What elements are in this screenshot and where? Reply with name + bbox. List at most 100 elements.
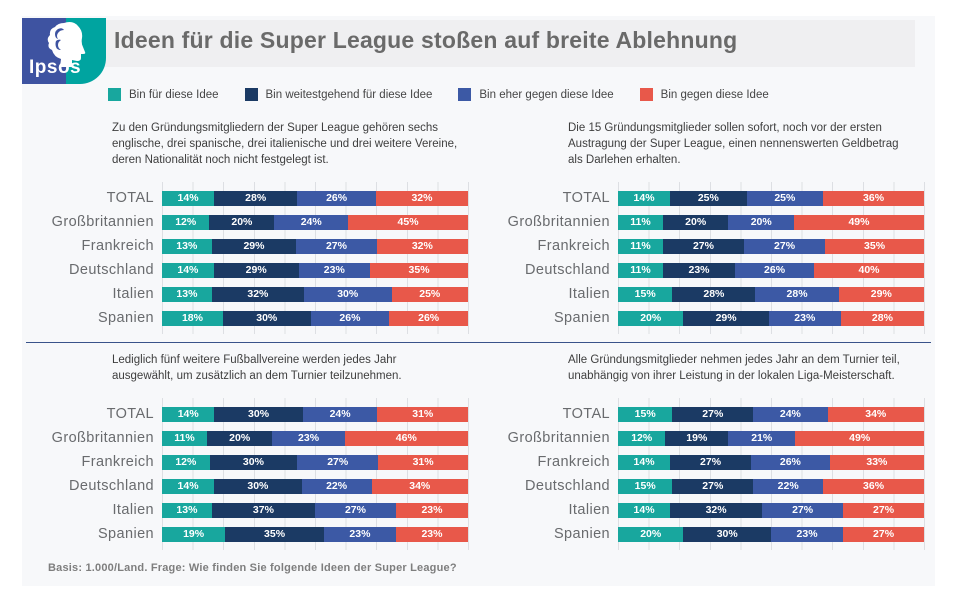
value-label: 26% bbox=[339, 312, 361, 324]
value-label: 32% bbox=[705, 504, 727, 516]
value-label: 27% bbox=[873, 528, 895, 540]
bar-segment: 14% bbox=[618, 502, 671, 518]
value-label: 34% bbox=[865, 408, 887, 420]
value-label: 14% bbox=[633, 504, 655, 516]
bar-row: 12% 19% 21% 49% bbox=[618, 426, 924, 450]
category-label: Großbritannien bbox=[51, 214, 154, 230]
stacked-bar: 12% 19% 21% 49% bbox=[618, 430, 924, 446]
bar-segment: 20% bbox=[206, 430, 273, 446]
bar-segment: 11% bbox=[618, 214, 663, 230]
bar-row: 11% 20% 20% 49% bbox=[618, 210, 924, 234]
value-label: 23% bbox=[688, 264, 710, 276]
legend-swatch-red bbox=[639, 88, 653, 101]
bar-segment: 23% bbox=[395, 526, 468, 542]
category-label: Großbritannien bbox=[507, 214, 610, 230]
bar-row: 14% 32% 27% 27% bbox=[618, 498, 924, 522]
bar-row: 20% 30% 23% 27% bbox=[618, 522, 924, 546]
bar-segment: 28% bbox=[755, 286, 839, 302]
bar-row: 15% 28% 28% 29% bbox=[618, 282, 924, 306]
bar-segment: 49% bbox=[795, 430, 924, 446]
bar-segment: 11% bbox=[618, 262, 663, 278]
bar-segment: 27% bbox=[672, 406, 754, 422]
category-axis: TOTAL Großbritannien Frankreich Deutschland… bbox=[478, 398, 618, 550]
category-label: Italien bbox=[112, 286, 154, 302]
value-label: 23% bbox=[421, 528, 443, 540]
bar-segment: 20% bbox=[618, 310, 684, 326]
value-label: 11% bbox=[174, 432, 195, 444]
bar-row: 11% 23% 26% 40% bbox=[618, 258, 924, 282]
value-label: 27% bbox=[792, 504, 814, 516]
stacked-bar: 18% 30% 26% 26% bbox=[162, 310, 468, 326]
chart-founding-members: Zu den Gründungsmitgliedern der Super Le… bbox=[22, 120, 469, 334]
bar-row: 15% 27% 22% 36% bbox=[618, 474, 924, 498]
bar-segment: 12% bbox=[162, 214, 210, 230]
value-label: 49% bbox=[848, 216, 870, 228]
value-label: 11% bbox=[630, 240, 651, 252]
value-label: 14% bbox=[177, 192, 199, 204]
value-label: 24% bbox=[329, 408, 351, 420]
bar-segment: 15% bbox=[618, 478, 673, 494]
bar-segment: 34% bbox=[827, 406, 924, 422]
bar-segment: 23% bbox=[298, 262, 371, 278]
legend-swatch-blue bbox=[458, 88, 472, 101]
bar-segment: 22% bbox=[301, 478, 372, 494]
value-label: 33% bbox=[866, 456, 888, 468]
bar-segment: 14% bbox=[162, 478, 215, 494]
value-label: 32% bbox=[411, 240, 433, 252]
value-label: 27% bbox=[327, 456, 349, 468]
value-label: 30% bbox=[248, 408, 270, 420]
bar-segment: 18% bbox=[162, 310, 223, 326]
bar-segment: 29% bbox=[683, 310, 769, 326]
bar-segment: 26% bbox=[751, 454, 830, 470]
category-label: Italien bbox=[112, 502, 154, 518]
bar-row: 11% 20% 23% 46% bbox=[162, 426, 468, 450]
value-label: 25% bbox=[697, 192, 719, 204]
bar-segment: 27% bbox=[297, 454, 379, 470]
stacked-bar: 12% 20% 24% 45% bbox=[162, 214, 469, 230]
category-label: Italien bbox=[568, 502, 610, 518]
bar-segment: 11% bbox=[162, 430, 207, 446]
stacked-bar: 13% 37% 27% 23% bbox=[162, 502, 468, 518]
bar-row: 14% 28% 26% 32% bbox=[162, 186, 468, 210]
category-label: Spanien bbox=[97, 310, 154, 326]
bar-segment: 24% bbox=[753, 406, 828, 422]
bar-segment: 20% bbox=[662, 214, 729, 230]
stacked-bar: 11% 23% 26% 40% bbox=[618, 262, 924, 278]
value-label: 30% bbox=[716, 528, 738, 540]
category-label: Großbritannien bbox=[51, 430, 154, 446]
chart-permanent-participation: Alle Gründungsmitglieder nehmen jedes Ja… bbox=[478, 352, 925, 550]
stacked-bar: 13% 29% 27% 32% bbox=[162, 238, 468, 254]
value-label: 27% bbox=[873, 504, 895, 516]
plot-area: 14% 28% 26% 32% 12% 20% 24% 45% 13% 29% 27% 32% 14% 2… bbox=[162, 182, 469, 334]
value-label: 27% bbox=[325, 240, 347, 252]
category-axis: TOTAL Großbritannien Frankreich Deutschland… bbox=[478, 182, 618, 334]
value-label: 20% bbox=[229, 432, 251, 444]
bar-segment: 15% bbox=[618, 286, 673, 302]
value-label: 28% bbox=[786, 288, 808, 300]
category-label: Deutschland bbox=[524, 262, 610, 278]
bar-segment: 20% bbox=[728, 214, 794, 230]
value-label: 22% bbox=[777, 480, 799, 492]
value-label: 35% bbox=[408, 264, 430, 276]
value-label: 29% bbox=[243, 240, 265, 252]
category-label: Spanien bbox=[553, 526, 610, 542]
bar-segment: 36% bbox=[823, 190, 924, 206]
value-label: 24% bbox=[300, 216, 322, 228]
value-label: 36% bbox=[863, 192, 885, 204]
bar-segment: 30% bbox=[683, 526, 771, 542]
bar-segment: 13% bbox=[162, 286, 212, 302]
value-label: 15% bbox=[634, 408, 656, 420]
bar-segment: 30% bbox=[222, 310, 311, 326]
value-label: 46% bbox=[395, 432, 417, 444]
category-label: Spanien bbox=[553, 310, 610, 326]
bar-segment: 23% bbox=[768, 310, 841, 326]
chart-loan-payment: Die 15 Gründungsmitglieder sollen sofort… bbox=[478, 120, 925, 334]
stacked-bar: 14% 32% 27% 27% bbox=[618, 502, 924, 518]
chart-five-additional-clubs: Lediglich fünf weitere Fußballvereine we… bbox=[22, 352, 469, 550]
value-label: 23% bbox=[349, 528, 371, 540]
bar-segment: 26% bbox=[297, 190, 376, 206]
bar-segment: 15% bbox=[618, 406, 673, 422]
stacked-bar: 14% 30% 22% 34% bbox=[162, 478, 468, 494]
category-label: Frankreich bbox=[537, 454, 610, 470]
bar-segment: 27% bbox=[296, 238, 377, 254]
